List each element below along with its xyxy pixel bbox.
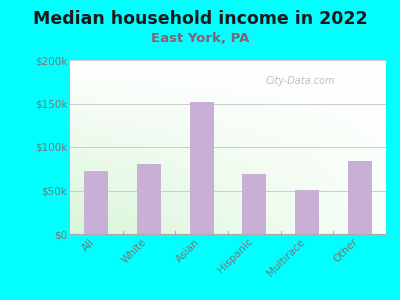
Bar — [295, 190, 319, 234]
Bar — [348, 161, 372, 234]
Bar — [137, 164, 161, 234]
Bar — [242, 174, 266, 234]
Bar — [84, 171, 108, 234]
Text: East York, PA: East York, PA — [151, 32, 249, 44]
Bar — [190, 102, 214, 234]
Text: Median household income in 2022: Median household income in 2022 — [33, 11, 367, 28]
Text: City-Data.com: City-Data.com — [266, 76, 336, 86]
